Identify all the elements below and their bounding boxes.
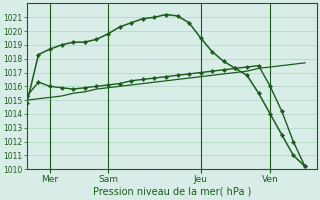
X-axis label: Pression niveau de la mer( hPa ): Pression niveau de la mer( hPa ) [92, 187, 251, 197]
